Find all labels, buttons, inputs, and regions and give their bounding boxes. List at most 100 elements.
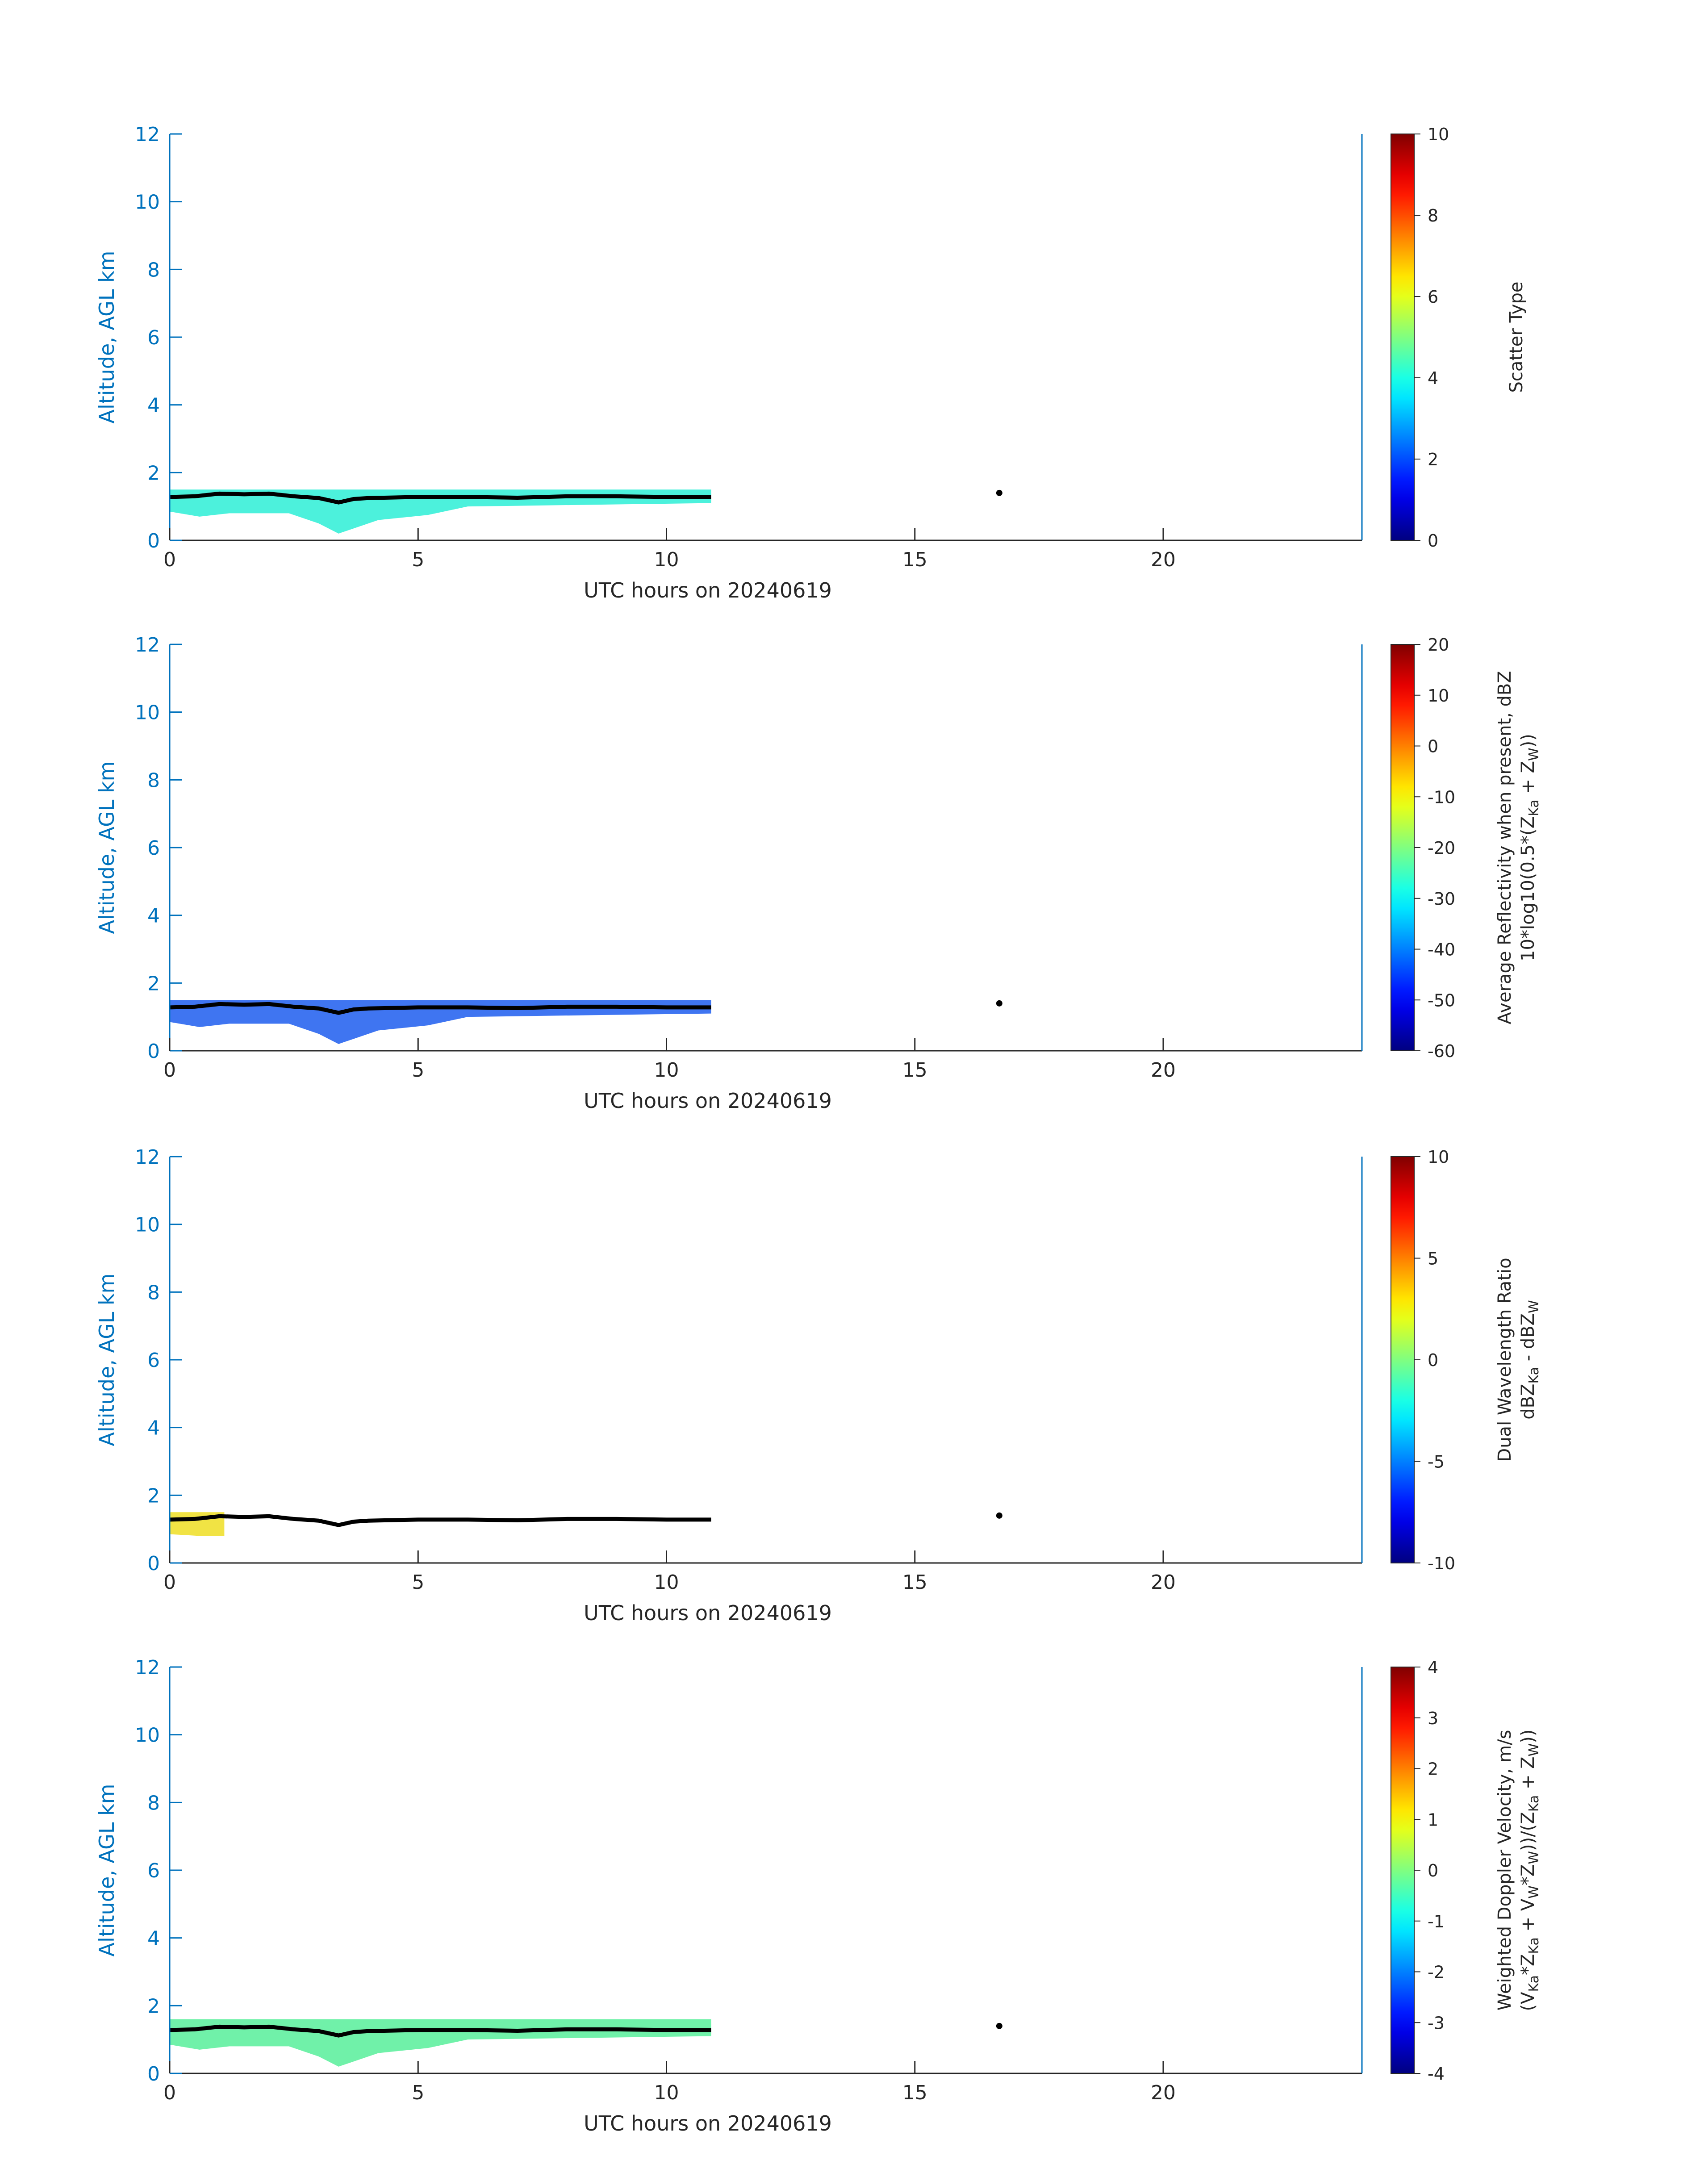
y-tick-label: 4 — [147, 394, 160, 417]
x-tick-label: 5 — [412, 548, 424, 571]
colorbar-tick-label: -4 — [1428, 2064, 1445, 2084]
x-axis-label: UTC hours on 20240619 — [584, 2111, 832, 2135]
colorbar-label: Weighted Doppler Velocity, m/s(VKa​*ZKa​… — [1495, 1730, 1542, 2011]
colorbar-tick-label: 4 — [1428, 1658, 1438, 1677]
x-tick-label: 20 — [1151, 548, 1176, 571]
cloud-base-trace — [169, 1002, 711, 1015]
echo-region — [170, 1000, 711, 1044]
y-tick-label: 0 — [147, 2063, 160, 2085]
colorbar-tick-label: 2 — [1428, 1759, 1438, 1779]
colorbar — [1391, 134, 1415, 541]
colorbar-tick-label: -10 — [1428, 787, 1455, 807]
x-tick-label: 20 — [1151, 2081, 1176, 2104]
colorbar-tick-label: 0 — [1428, 1350, 1438, 1370]
colorbar-label-line: (VKa​*ZKa​ + VW​*ZW​))/(ZKa​ + ZW​)) — [1518, 1730, 1542, 2011]
x-tick-label: 15 — [902, 1571, 927, 1594]
colorbar-tick-label: -2 — [1428, 1963, 1445, 1982]
y-tick-label: 2 — [147, 1484, 160, 1507]
x-tick-label: 5 — [412, 1571, 424, 1594]
x-tick-label: 0 — [163, 2081, 176, 2104]
y-tick-label: 8 — [147, 259, 160, 281]
y-tick-label: 12 — [135, 1146, 160, 1169]
panel-3: 0 2 4 6 8 10 12 0 5 10 15 20 UTC hours on 20240619 Al… — [95, 1146, 1542, 1625]
colorbar-tick-label: 20 — [1428, 635, 1449, 655]
x-tick-label: 5 — [412, 1059, 424, 1082]
y-tick-label: 10 — [135, 1724, 160, 1747]
colorbar-tick-label: -60 — [1428, 1041, 1455, 1061]
colorbar-tick-label: 0 — [1428, 737, 1438, 756]
colorbar-label-line: Weighted Doppler Velocity, m/s — [1495, 1730, 1515, 2011]
colorbar-tick-label: -1 — [1428, 1912, 1445, 1931]
echo-region — [170, 489, 711, 534]
colorbar-label-line: Scatter Type — [1506, 282, 1527, 393]
x-tick-label: 20 — [1151, 1059, 1176, 1082]
x-axis-label: UTC hours on 20240619 — [584, 578, 832, 602]
x-tick-label: 10 — [654, 2081, 679, 2104]
colorbar — [1391, 1156, 1415, 1563]
colorbar-tick-label: 8 — [1428, 206, 1438, 226]
x-tick-label: 0 — [163, 1571, 176, 1594]
colorbar-tick-label: 2 — [1428, 450, 1438, 469]
colorbar-tick-label: 4 — [1428, 368, 1438, 388]
y-tick-label: 0 — [147, 1552, 160, 1575]
colorbar-tick-label: 1 — [1428, 1810, 1438, 1830]
cloud-base-trace — [169, 491, 711, 505]
colorbar-tick-label: -20 — [1428, 838, 1455, 858]
colorbar-label: Average Reflectivity when present, dBZ 10… — [1495, 671, 1542, 1024]
y-tick-label: 10 — [135, 191, 160, 214]
y-tick-label: 4 — [147, 1417, 160, 1440]
x-tick-label: 15 — [902, 548, 927, 571]
y-tick-label: 8 — [147, 1281, 160, 1304]
y-tick-label: 6 — [147, 1859, 160, 1882]
y-tick-label: 2 — [147, 1995, 160, 2018]
y-axis-label: Altitude, AGL km — [95, 1784, 119, 1956]
colorbar-label-line: Dual Wavelength Ratio — [1495, 1258, 1515, 1462]
colorbar-tick-label: 5 — [1428, 1249, 1438, 1269]
y-tick-label: 2 — [147, 972, 160, 995]
y-tick-label: 2 — [147, 462, 160, 485]
colorbar-tick-label: 0 — [1428, 531, 1438, 551]
y-tick-label: 8 — [147, 769, 160, 792]
y-tick-label: 6 — [147, 837, 160, 860]
colorbar-tick-label: -3 — [1428, 2013, 1445, 2033]
colorbar-tick-label: -40 — [1428, 940, 1455, 960]
colorbar-tick-label: -50 — [1428, 990, 1455, 1010]
colorbar-label: Scatter Type — [1506, 282, 1527, 393]
x-tick-label: 10 — [654, 1059, 679, 1082]
y-axis-label: Altitude, AGL km — [95, 761, 119, 934]
y-tick-label: 6 — [147, 326, 160, 349]
cloud-base-point — [996, 2022, 1002, 2029]
colorbar-label-line: dBZKa​ - dBZW​ — [1518, 1300, 1542, 1420]
y-tick-label: 0 — [147, 1040, 160, 1063]
cloud-base-trace — [169, 1514, 711, 1527]
y-tick-label: 8 — [147, 1792, 160, 1814]
x-tick-label: 0 — [163, 548, 176, 571]
x-tick-label: 10 — [654, 1571, 679, 1594]
y-axis-label: Altitude, AGL km — [95, 1273, 119, 1446]
x-tick-label: 15 — [902, 2081, 927, 2104]
colorbar-tick-label: 3 — [1428, 1709, 1438, 1728]
x-tick-label: 5 — [412, 2081, 424, 2104]
colorbar-tick-label: 10 — [1428, 1147, 1449, 1167]
y-tick-label: 4 — [147, 905, 160, 928]
y-tick-label: 0 — [147, 530, 160, 552]
y-tick-label: 6 — [147, 1349, 160, 1372]
cloud-base-point — [996, 489, 1002, 496]
y-tick-label: 12 — [135, 1656, 160, 1679]
colorbar-label-line: Average Reflectivity when present, dBZ — [1495, 671, 1515, 1024]
colorbar-tick-label: 10 — [1428, 686, 1449, 706]
colorbar-tick-label: -10 — [1428, 1554, 1455, 1573]
colorbar-tick-label: -30 — [1428, 889, 1455, 909]
x-tick-label: 20 — [1151, 1571, 1176, 1594]
colorbar-label-line: 10*log10(0.5*(ZKa​ + ZW​)) — [1518, 734, 1542, 961]
cloud-base-point — [996, 1000, 1002, 1007]
x-axis-label: UTC hours on 20240619 — [584, 1089, 832, 1113]
colorbar — [1391, 644, 1415, 1051]
cloud-base-trace — [169, 2024, 711, 2038]
y-axis-label: Altitude, AGL km — [95, 251, 119, 423]
x-tick-label: 15 — [902, 1059, 927, 1082]
